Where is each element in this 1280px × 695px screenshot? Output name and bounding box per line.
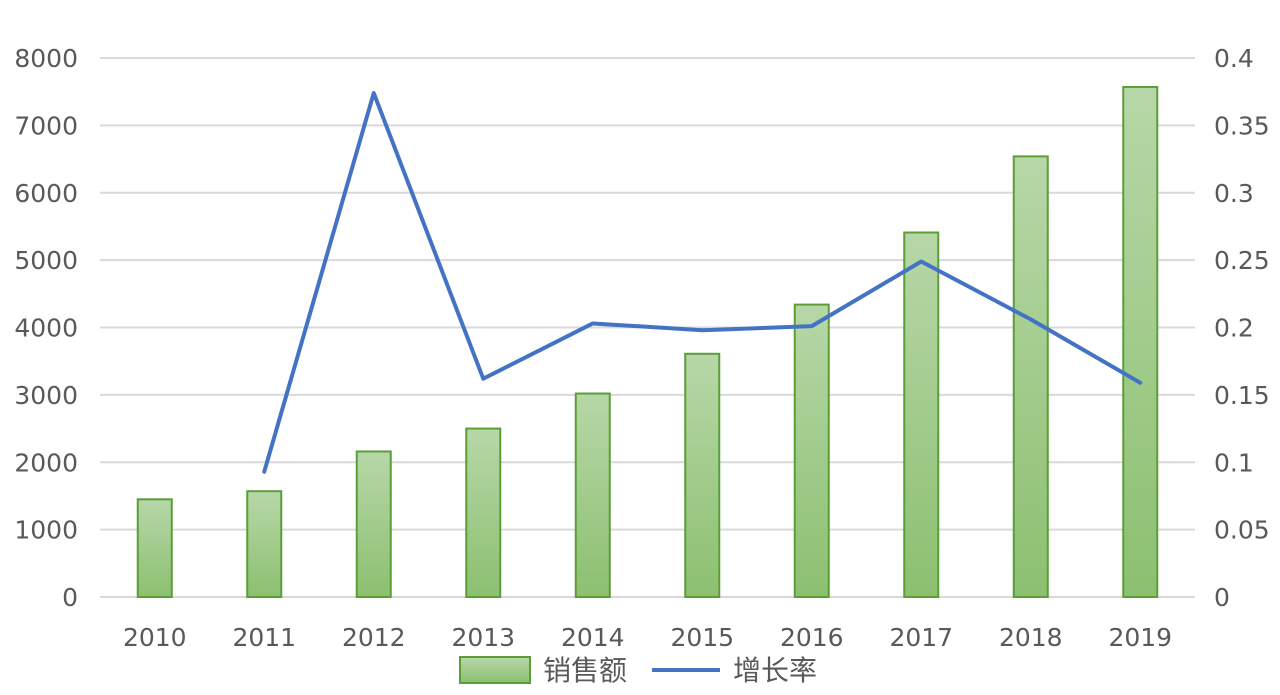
legend-swatch-sales bbox=[459, 656, 531, 684]
legend-label-sales: 销售额 bbox=[543, 654, 627, 687]
x-tick-label: 2011 bbox=[232, 623, 296, 652]
bar-sales bbox=[903, 231, 940, 598]
right-y-axis: 0 0.05 0.1 0.15 0.2 0.25 0.3 0.35 0.4 bbox=[1214, 44, 1270, 612]
left-y-tick-label: 4000 bbox=[14, 314, 78, 343]
legend: 销售额 增长率 bbox=[459, 654, 817, 687]
bar-sales bbox=[1122, 85, 1159, 598]
right-y-tick-label: 0.25 bbox=[1214, 246, 1270, 275]
left-y-tick-label: 6000 bbox=[14, 179, 78, 208]
right-y-tick-label: 0.3 bbox=[1214, 179, 1254, 208]
right-y-tick-label: 0.4 bbox=[1214, 44, 1254, 73]
left-y-tick-label: 7000 bbox=[14, 111, 78, 140]
right-y-tick-label: 0.15 bbox=[1214, 381, 1270, 410]
right-y-tick-label: 0.2 bbox=[1214, 314, 1254, 343]
right-y-tick-label: 0.1 bbox=[1214, 448, 1254, 477]
right-y-tick-label: 0.35 bbox=[1214, 111, 1270, 140]
x-tick-label: 2015 bbox=[670, 623, 734, 652]
bar-series bbox=[136, 85, 1159, 598]
left-y-tick-label: 1000 bbox=[14, 516, 78, 545]
bar-sales bbox=[136, 498, 173, 598]
bar-sales bbox=[1012, 155, 1049, 598]
bar-sales bbox=[246, 490, 283, 598]
bar-sales bbox=[793, 303, 830, 598]
x-tick-label: 2012 bbox=[342, 623, 406, 652]
right-y-tick-label: 0 bbox=[1214, 583, 1230, 612]
x-tick-label: 2013 bbox=[451, 623, 515, 652]
x-axis: 2010 2011 2012 2013 2014 2015 2016 2017 2018 2019 bbox=[123, 623, 1172, 652]
bar-sales bbox=[574, 392, 611, 598]
line-series bbox=[262, 91, 1143, 474]
x-tick-label: 2014 bbox=[561, 623, 625, 652]
x-tick-label: 2019 bbox=[1108, 623, 1172, 652]
bar-sales bbox=[355, 450, 392, 598]
left-y-tick-label: 3000 bbox=[14, 381, 78, 410]
left-y-tick-label: 8000 bbox=[14, 44, 78, 73]
x-tick-label: 2017 bbox=[889, 623, 953, 652]
left-y-axis: 0 1000 2000 3000 4000 5000 6000 7000 8000 bbox=[14, 44, 78, 612]
right-y-tick-label: 0.05 bbox=[1214, 516, 1270, 545]
bar-sales bbox=[684, 352, 721, 598]
left-y-tick-label: 5000 bbox=[14, 246, 78, 275]
legend-label-growth: 增长率 bbox=[733, 654, 817, 687]
left-y-tick-label: 0 bbox=[62, 583, 78, 612]
x-tick-label: 2018 bbox=[999, 623, 1063, 652]
left-y-tick-label: 2000 bbox=[14, 448, 78, 477]
bar-sales bbox=[465, 427, 502, 598]
x-tick-label: 2010 bbox=[123, 623, 187, 652]
x-tick-label: 2016 bbox=[780, 623, 844, 652]
